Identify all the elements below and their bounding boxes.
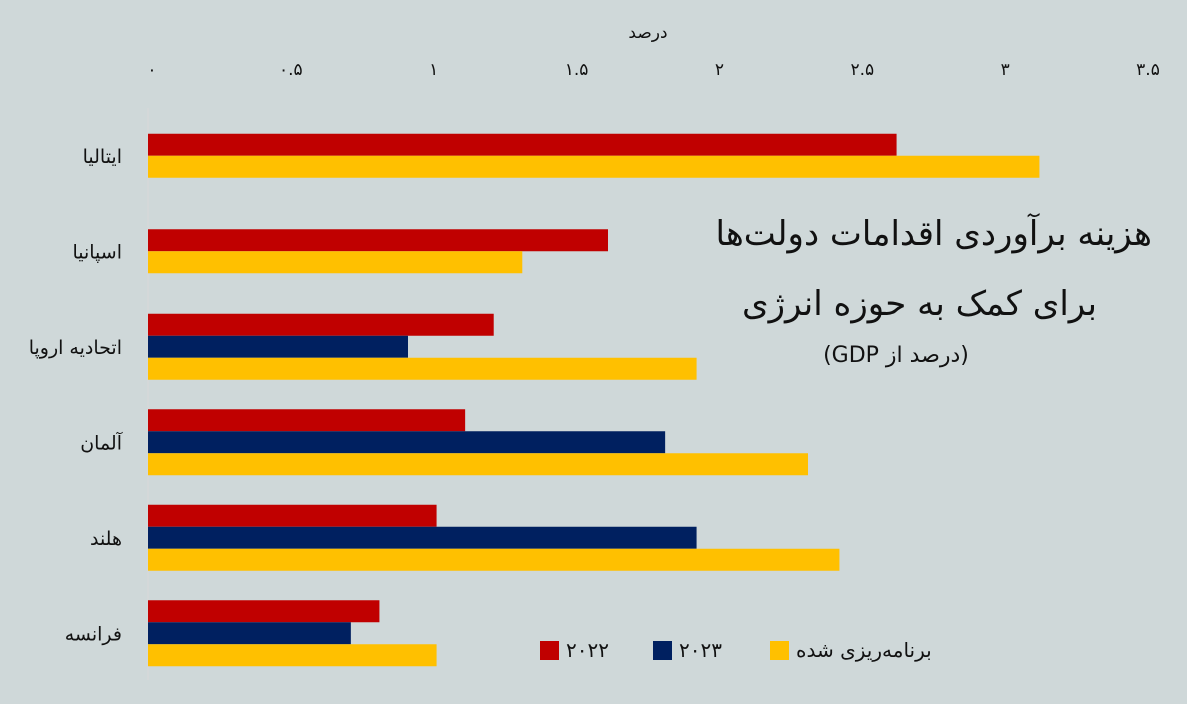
bar — [148, 133, 897, 156]
chart-title: هزینه برآوردی اقدامات دولت‌ها برای کمک ب… — [716, 213, 1153, 368]
category-label: اسپانیا — [72, 241, 122, 263]
bar — [148, 548, 840, 571]
bar — [148, 504, 437, 527]
legend-swatch — [540, 641, 559, 660]
category-label: فرانسه — [65, 623, 122, 645]
bar — [148, 453, 808, 476]
bar — [148, 155, 1040, 178]
category-label: آلمان — [80, 430, 123, 454]
legend-swatch — [770, 641, 789, 660]
x-tick-label: ۳ — [1001, 60, 1010, 80]
legend-label: ۲۰۲۳ — [679, 638, 722, 662]
legend: ۲۰۲۲ ۲۰۲۳ برنامه‌ریزی شده — [540, 638, 932, 662]
bar — [148, 622, 351, 645]
chart-subtitle: (درصد از GDP) — [823, 343, 969, 368]
x-tick-label: ۳.۵ — [1136, 60, 1160, 80]
bar — [148, 600, 380, 623]
category-label: اتحادیه اروپا — [29, 337, 122, 359]
x-tick-label: ۰.۵ — [279, 60, 303, 80]
category-labels: ایتالیا اسپانیا اتحادیه اروپا آلمان هلند فران… — [29, 146, 123, 646]
bar — [148, 357, 697, 380]
bar — [148, 251, 523, 274]
x-tick-label: ۰ — [147, 60, 156, 80]
legend-swatch — [653, 641, 672, 660]
bar — [148, 409, 466, 432]
bar — [148, 229, 608, 252]
category-label: ایتالیا — [83, 146, 122, 168]
bar — [148, 526, 697, 549]
bar — [148, 431, 666, 454]
legend-label: ۲۰۲۲ — [566, 638, 609, 662]
legend-label: برنامه‌ریزی شده — [796, 638, 932, 662]
bar — [148, 335, 408, 358]
chart-title-line2: برای کمک به حوزه انرژی — [742, 284, 1097, 324]
x-tick-label: ۱ — [429, 60, 438, 80]
bar — [148, 313, 494, 336]
x-tick-label: ۱.۵ — [565, 60, 589, 80]
x-axis-ticks: ۰ ۰.۵ ۱ ۱.۵ ۲ ۲.۵ ۳ ۳.۵ — [147, 60, 1159, 80]
category-label: هلند — [90, 528, 122, 550]
bar — [148, 644, 437, 667]
x-axis-title: درصد — [628, 23, 667, 43]
x-tick-label: ۲.۵ — [850, 60, 874, 80]
x-tick-label: ۲ — [715, 60, 724, 80]
bars — [148, 133, 1040, 667]
chart-title-line1: هزینه برآوردی اقدامات دولت‌ها — [716, 213, 1153, 254]
